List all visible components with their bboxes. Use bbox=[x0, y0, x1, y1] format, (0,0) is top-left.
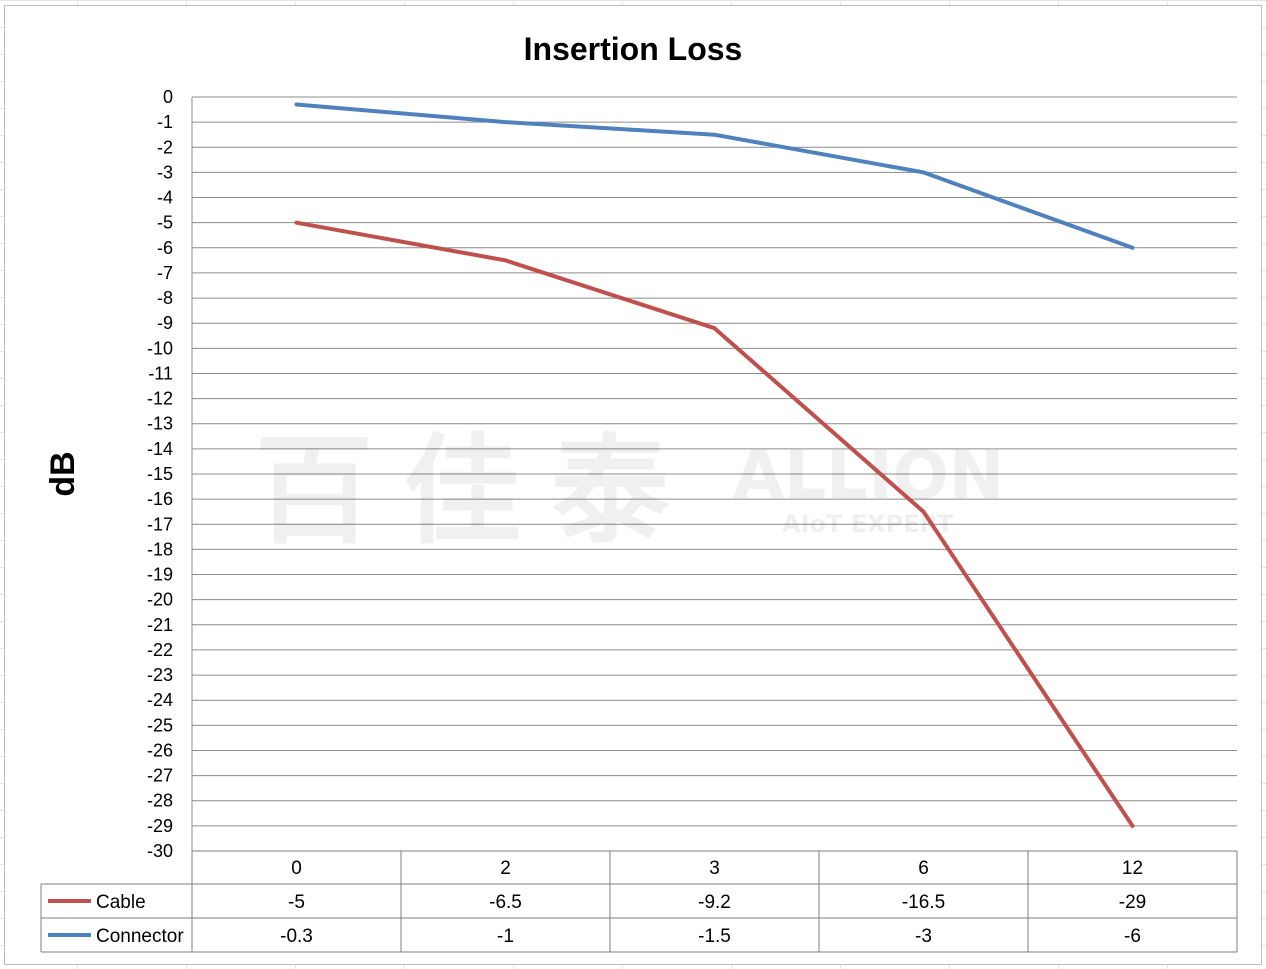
data-table-cell: -9.2 bbox=[698, 892, 731, 913]
y-tick-label: -15 bbox=[147, 464, 173, 484]
legend-label-connector: Connector bbox=[96, 926, 184, 947]
x-category-label: 0 bbox=[291, 858, 302, 879]
y-tick-label: -16 bbox=[147, 489, 173, 509]
data-table-cell: -3 bbox=[915, 926, 932, 947]
y-tick-label: -25 bbox=[147, 715, 173, 735]
y-tick-label: -14 bbox=[147, 439, 173, 459]
y-tick-label: -5 bbox=[157, 213, 173, 233]
watermark-tagline-text: AIoT EXPERT bbox=[782, 510, 954, 538]
y-tick-label: -11 bbox=[148, 363, 173, 383]
y-tick-label: -22 bbox=[147, 640, 173, 660]
y-tick-label: -7 bbox=[157, 263, 173, 283]
x-category-label: 12 bbox=[1122, 858, 1143, 879]
y-tick-label: -6 bbox=[157, 238, 173, 258]
y-tick-label: -19 bbox=[147, 565, 173, 585]
y-tick-label: -4 bbox=[157, 188, 173, 208]
y-tick-label: -27 bbox=[147, 766, 173, 786]
y-tick-labels: 0 -1 -2 -3 -4 -5 -6 -7 -8 -9 -10 -11 -12 -13 -14 -15 -16… bbox=[147, 87, 173, 861]
y-tick-label: -26 bbox=[147, 740, 173, 760]
watermark: 百佳泰 ALLION AIoT EXPERT bbox=[255, 422, 1004, 560]
y-tick-label: -23 bbox=[147, 665, 173, 685]
watermark-brand-text: ALLION bbox=[733, 437, 1004, 514]
data-table: 0 2 3 6 12 Cable -5 -6.5 -9.2 -16.5 -29 Connector -0… bbox=[40, 850, 1238, 953]
y-tick-label: -18 bbox=[147, 539, 173, 559]
y-tick-label: -20 bbox=[147, 590, 173, 610]
watermark-cjk-text: 百佳泰 bbox=[255, 422, 699, 560]
y-tick-label: -30 bbox=[147, 841, 173, 861]
legend-label-cable: Cable bbox=[96, 892, 146, 913]
chart-title: Insertion Loss bbox=[524, 31, 743, 67]
chart-frame bbox=[4, 5, 1262, 965]
series-line-connector bbox=[294, 102, 1135, 250]
data-table-cell: -29 bbox=[1119, 892, 1146, 913]
y-tick-label: -13 bbox=[147, 414, 173, 434]
y-tick-label: -21 bbox=[147, 615, 173, 635]
y-tick-label: -24 bbox=[147, 690, 173, 710]
series-lines bbox=[294, 102, 1135, 828]
y-tick-label: -3 bbox=[157, 162, 173, 182]
y-tick-label: -8 bbox=[157, 288, 173, 308]
y-tick-label: -1 bbox=[157, 112, 173, 132]
x-category-label: 2 bbox=[500, 858, 511, 879]
data-table-cell: -6.5 bbox=[489, 892, 522, 913]
y-tick-label: -28 bbox=[147, 791, 173, 811]
y-tick-label: -2 bbox=[157, 137, 173, 157]
y-tick-label: -12 bbox=[147, 389, 173, 409]
data-table-cell: -6 bbox=[1124, 926, 1141, 947]
y-tick-label: -10 bbox=[147, 338, 173, 358]
y-tick-label: -29 bbox=[147, 816, 173, 836]
data-table-cell: -1.5 bbox=[698, 926, 731, 947]
data-table-cell: -0.3 bbox=[280, 926, 313, 947]
y-tick-label: 0 bbox=[163, 87, 173, 107]
data-table-cell: -1 bbox=[497, 926, 514, 947]
y-tick-label: -17 bbox=[147, 514, 173, 534]
data-table-cell: -16.5 bbox=[902, 892, 945, 913]
y-axis-label: dB bbox=[44, 451, 82, 496]
data-table-cell: -5 bbox=[288, 892, 305, 913]
x-category-label: 3 bbox=[709, 858, 720, 879]
series-line-cable bbox=[294, 220, 1135, 828]
x-category-label: 6 bbox=[918, 858, 929, 879]
y-tick-label: -9 bbox=[157, 313, 173, 333]
